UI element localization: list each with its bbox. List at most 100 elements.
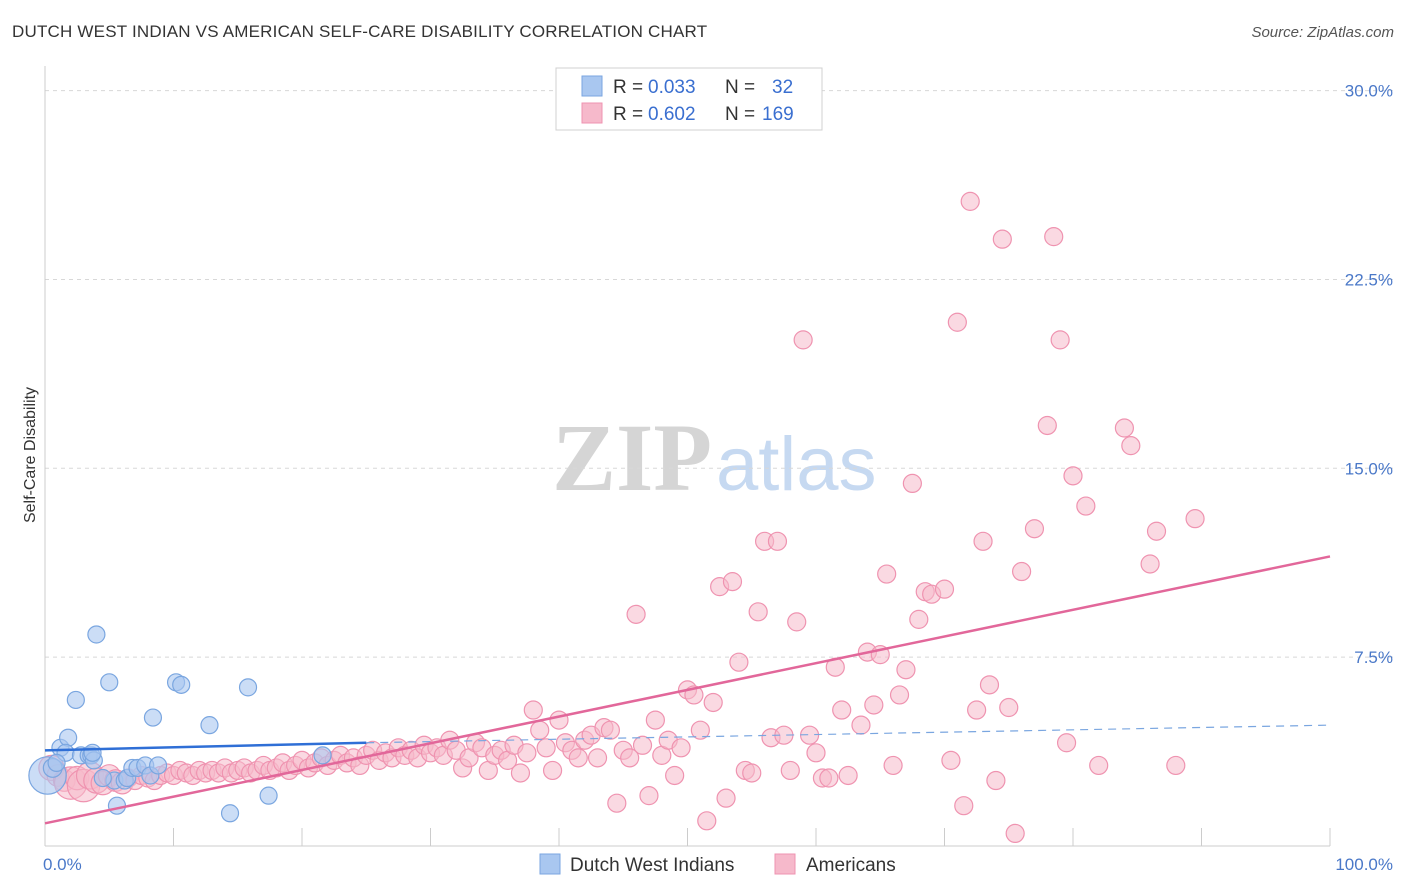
american-point	[568, 748, 588, 768]
legend-swatch-blue	[581, 75, 603, 97]
dutch-west-indian-point	[93, 768, 112, 788]
american-point	[877, 564, 897, 584]
american-point	[1063, 466, 1083, 486]
y-tick-label: 30.0%	[1345, 82, 1393, 101]
axes	[44, 66, 1331, 847]
american-point	[999, 697, 1019, 718]
american-point	[986, 770, 1006, 791]
american-point	[896, 660, 916, 680]
american-point	[716, 788, 736, 808]
american-point	[639, 786, 659, 806]
blue-trend-extension	[366, 724, 1331, 744]
american-point	[748, 602, 768, 622]
american-point	[1166, 755, 1186, 776]
y-tick-label: 7.5%	[1354, 648, 1393, 667]
american-point	[510, 763, 531, 783]
dutch-west-indian-point	[220, 804, 240, 823]
legend-r-value-0: 0.033	[648, 77, 696, 98]
american-point	[1146, 521, 1167, 541]
dutch-west-indian-point	[238, 678, 258, 697]
american-point	[1037, 415, 1057, 436]
american-point	[864, 695, 884, 715]
american-point	[587, 748, 608, 768]
legend-r-value-1: 0.602	[648, 104, 696, 125]
american-point	[632, 735, 653, 755]
chart-title: DUTCH WEST INDIAN VS AMERICAN SELF-CARE …	[12, 22, 708, 41]
american-point	[645, 710, 665, 730]
dutch-west-indian-point	[83, 743, 102, 762]
american-point	[1185, 509, 1205, 529]
american-point	[690, 720, 710, 740]
american-point	[909, 609, 929, 629]
bottom-legend-swatch-pink	[774, 853, 796, 875]
american-point	[979, 675, 1000, 695]
american-point	[1114, 418, 1135, 438]
american-point	[941, 750, 961, 770]
american-point	[973, 531, 993, 551]
dutch-west-indian-point	[259, 786, 278, 805]
legend-n-value-1: 169	[762, 104, 794, 125]
american-point	[787, 612, 807, 632]
y-axis-label: Self-Care Disability	[22, 387, 39, 523]
american-points	[38, 191, 1205, 844]
american-point	[523, 700, 543, 720]
american-point	[671, 738, 691, 758]
american-point	[697, 811, 717, 831]
american-point	[838, 765, 858, 786]
american-point	[1011, 561, 1032, 582]
x-tick-label: 0.0%	[43, 855, 82, 874]
top-legend: R = 0.033 N = 32 R = 0.602 N = 169	[555, 67, 823, 131]
legend-n-label-1: N =	[725, 104, 755, 125]
trend-lines	[44, 555, 1331, 825]
american-point	[960, 191, 980, 211]
american-point	[819, 768, 839, 788]
y-tick-label: 22.5%	[1345, 270, 1393, 289]
american-point	[1076, 496, 1096, 516]
american-point	[806, 743, 826, 763]
bottom-legend-label-1: Americans	[806, 855, 896, 876]
american-point	[851, 715, 871, 735]
american-point	[1121, 436, 1141, 456]
american-point	[742, 763, 762, 783]
american-point	[947, 312, 967, 332]
american-point	[780, 760, 800, 781]
american-point	[536, 738, 556, 758]
dutch-west-indian-point	[107, 796, 127, 815]
american-point	[1024, 519, 1045, 539]
american-point	[1056, 733, 1077, 753]
bottom-legend-swatch-blue	[539, 853, 561, 875]
american-point	[1140, 554, 1160, 574]
american-point	[967, 700, 987, 720]
american-point	[992, 229, 1012, 249]
watermark-zip: ZIP	[552, 404, 712, 511]
dutch-west-indian-point	[47, 753, 66, 773]
bottom-legend-label-0: Dutch West Indians	[570, 855, 734, 876]
american-point	[517, 743, 537, 763]
legend-n-value-0: 32	[772, 77, 793, 98]
american-point	[1050, 330, 1070, 350]
american-point	[767, 531, 788, 551]
american-point	[1005, 823, 1025, 844]
american-point	[665, 765, 685, 786]
dutch-west-indian-point	[143, 708, 163, 727]
american-point	[626, 604, 646, 624]
american-point	[1089, 755, 1109, 776]
american-point	[832, 700, 852, 720]
american-point	[607, 793, 627, 813]
axis-ticks: 7.5% 15.0% 22.5% 30.0% 0.0% 100.0%	[43, 82, 1393, 874]
dutch-west-indian-point	[59, 728, 78, 747]
american-point	[729, 652, 749, 672]
american-point	[1044, 227, 1064, 247]
dutch-west-indian-points	[28, 625, 332, 823]
dutch-west-indian-point	[148, 756, 168, 775]
dutch-west-indian-point	[200, 716, 219, 735]
dutch-west-indian-point	[313, 746, 332, 765]
dutch-west-indian-point	[100, 673, 119, 692]
american-point	[722, 572, 743, 592]
american-point	[530, 720, 550, 740]
american-point	[793, 330, 813, 350]
dutch-west-indian-point	[66, 690, 85, 710]
bottom-legend: Dutch West Indians Americans	[539, 853, 896, 876]
x-tick-label: 100.0%	[1335, 855, 1393, 874]
